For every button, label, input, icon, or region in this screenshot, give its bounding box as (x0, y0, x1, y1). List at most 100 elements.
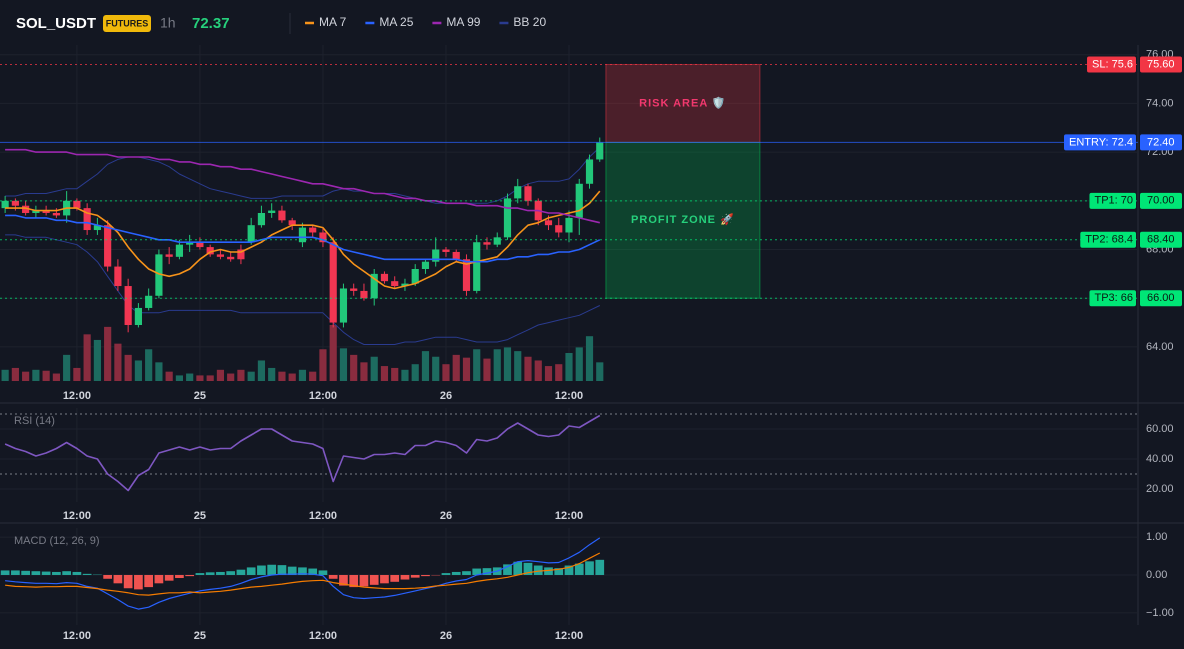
histogram-bar (134, 574, 143, 590)
volume-bar (175, 375, 184, 381)
level-tag-bg (1080, 231, 1136, 248)
volume-bar (155, 362, 163, 381)
candle-body (227, 256, 235, 260)
histogram-bar (472, 568, 482, 575)
histogram-bar (52, 571, 61, 575)
x-tick-label: 12:00 (309, 510, 337, 522)
candle-body (114, 266, 122, 287)
volume-bar (462, 357, 471, 381)
histogram-bar (226, 571, 236, 575)
candle-body (585, 159, 594, 184)
candle-body (565, 217, 573, 233)
volume-bar (278, 371, 286, 381)
volume-bar (473, 349, 481, 381)
candle-body (503, 198, 512, 238)
candle-body (134, 307, 142, 325)
histogram-bar (267, 564, 277, 575)
volume-bar (596, 362, 604, 381)
volume-bar (391, 367, 399, 381)
panel-title: MACD (12, 26, 9) (14, 535, 100, 547)
histogram-bar (21, 570, 30, 575)
moving-average (5, 214, 601, 263)
histogram-bar (72, 571, 82, 575)
rsi-line (4, 414, 601, 492)
interval: 1h (160, 15, 176, 31)
volume-bar (483, 358, 491, 381)
candle-body (52, 213, 60, 216)
candle-body (452, 251, 460, 260)
histogram-bar (175, 574, 184, 579)
level-tag-bg (1064, 134, 1136, 151)
volume-bar (319, 349, 327, 381)
panel-title: RSI (14) (14, 415, 55, 427)
candle-body (104, 225, 112, 267)
y-tick-label: 20.00 (1146, 483, 1174, 495)
candle-body (247, 225, 255, 243)
histogram-bar (31, 571, 41, 575)
candle-body (196, 242, 204, 248)
legend-label: MA 25 (379, 15, 413, 29)
histogram-bar (523, 562, 533, 575)
histogram-bar (298, 567, 307, 575)
candle-body (473, 242, 481, 291)
x-tick-label: 25 (194, 390, 206, 402)
candle-body (483, 242, 491, 245)
candle-body (186, 242, 194, 245)
y-tick-label: 40.00 (1146, 453, 1174, 465)
zone-label: PROFIT ZONE 🚀 (631, 213, 735, 226)
candle-body (432, 249, 440, 262)
histogram-bar (533, 565, 543, 575)
volume-bar (288, 373, 296, 381)
y-tick-label: −1.00 (1146, 607, 1174, 619)
candle-body (11, 200, 19, 206)
volume-bar (329, 325, 337, 381)
histogram-bar (236, 569, 246, 575)
x-tick-label: 12:00 (63, 630, 91, 642)
signal-line (5, 552, 601, 596)
histogram-bar (328, 574, 338, 579)
level-tag: TP1: 70 (1094, 195, 1133, 207)
volume-bar (83, 334, 91, 381)
moving-average (5, 190, 601, 290)
histogram-bar (0, 570, 10, 575)
volume-bar (339, 348, 348, 381)
volume-bar (124, 354, 132, 381)
volume-bar (165, 371, 173, 381)
volume-bar (1, 369, 9, 381)
candle-body (391, 281, 399, 287)
level-tag: ENTRY: 72.4 (1069, 136, 1133, 148)
volume-bar (298, 369, 307, 381)
x-tick-label: 25 (194, 510, 206, 522)
histogram-bar (380, 574, 389, 584)
candle-body (237, 249, 245, 260)
volume-bar (104, 326, 112, 381)
histogram-bar (103, 574, 113, 579)
x-tick-label: 12:00 (63, 510, 91, 522)
level-price: 68.40 (1147, 234, 1175, 246)
histogram-bar (164, 574, 174, 581)
volume-bar (216, 369, 225, 381)
volume-bar (514, 351, 522, 381)
candle-body (421, 261, 430, 269)
histogram-bar (410, 574, 420, 578)
level-tag: TP2: 68.4 (1085, 234, 1133, 246)
volume-bar (134, 360, 142, 381)
histogram-bar (513, 561, 523, 575)
histogram-bar (585, 561, 594, 575)
x-tick-label: 26 (440, 630, 452, 642)
histogram-bar (421, 574, 430, 577)
histogram-bar (574, 563, 584, 575)
volume-bar (196, 375, 204, 381)
candle-body (145, 295, 153, 308)
x-tick-label: 12:00 (309, 630, 337, 642)
zone (605, 63, 761, 143)
level-tag-bg (1087, 56, 1136, 73)
level-price: 70.00 (1147, 195, 1175, 207)
histogram-bar (595, 559, 605, 575)
histogram-bar (287, 566, 297, 575)
badge: FUTURES (106, 18, 149, 28)
histogram-bar (41, 571, 51, 575)
level-price: 72.40 (1147, 136, 1175, 148)
candle-body (493, 237, 501, 245)
